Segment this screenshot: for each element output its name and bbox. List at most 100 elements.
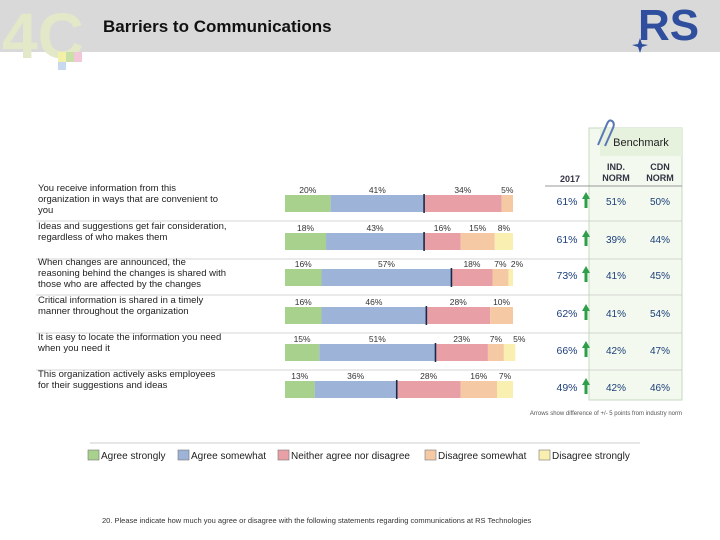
col-cdn-header-1: CDN <box>650 162 670 172</box>
cdn-norm-value: 44% <box>650 235 670 246</box>
bar-segment <box>319 344 436 361</box>
logo-4c: 4C <box>2 0 84 72</box>
data-label: 57% <box>378 259 395 269</box>
up-arrow-icon <box>582 304 590 320</box>
data-label: 20% <box>299 185 316 195</box>
bar-segment <box>396 381 461 398</box>
bar-segment <box>494 233 513 250</box>
data-label: 7% <box>490 334 503 344</box>
data-label: 16% <box>295 259 312 269</box>
bar-segment <box>326 233 425 250</box>
arrow-note: Arrows show difference of +/- 5 points f… <box>530 411 682 417</box>
legend: Agree strongly Agree somewhat Neither agre… <box>87 442 640 462</box>
row-label: It is easy to locate the information you… <box>38 332 221 343</box>
bar-segment <box>285 307 322 324</box>
data-label: 15% <box>469 223 486 233</box>
data-label: 15% <box>294 334 311 344</box>
row-label: manner throughout the organization <box>38 306 189 317</box>
legend-swatch <box>87 449 100 461</box>
bar-segment <box>490 307 513 324</box>
chart-row: Critical information is shared in a time… <box>36 295 682 334</box>
star-icon <box>632 38 648 53</box>
row-label: When changes are announced, the <box>38 257 186 268</box>
ind-norm-value: 51% <box>606 197 626 208</box>
score-2017: 66% <box>556 345 577 357</box>
benchmark-header <box>600 128 682 156</box>
legend-label: Agree strongly <box>101 451 165 462</box>
bar-segment <box>285 233 327 250</box>
legend-swatch <box>538 449 551 461</box>
bar-segment <box>285 269 322 286</box>
data-label: 10% <box>493 297 510 307</box>
chart-row: This organization actively asks employee… <box>38 369 670 399</box>
up-arrow-icon <box>582 341 590 357</box>
bar-segment <box>321 269 452 286</box>
data-label: 7% <box>494 259 507 269</box>
ind-norm-value: 42% <box>606 346 626 357</box>
benchmark-label: Benchmark <box>613 137 669 149</box>
bar-segment <box>424 233 461 250</box>
data-label: 46% <box>365 297 382 307</box>
row-label: This organization actively asks employee… <box>38 369 216 380</box>
legend-swatch <box>424 449 437 461</box>
row-label: for their suggestions and ideas <box>38 380 168 391</box>
col-ind-header-2: NORM <box>602 173 630 183</box>
bar-segment <box>460 381 498 398</box>
data-label: 8% <box>498 223 511 233</box>
chart-rows: You receive information from thisorganiz… <box>36 183 682 399</box>
bar-segment <box>435 344 488 361</box>
row-label: reasoning behind the changes is shared w… <box>38 268 226 279</box>
row-label: those who are affected by the changes <box>38 279 201 290</box>
data-label: 41% <box>369 185 386 195</box>
legend-label: Disagree somewhat <box>438 451 527 462</box>
up-arrow-icon <box>582 192 590 208</box>
score-2017: 73% <box>556 270 577 282</box>
row-label: Ideas and suggestions get fair considera… <box>38 221 227 232</box>
legend-swatch <box>277 449 290 461</box>
logo-rs: RS <box>632 1 699 53</box>
col-cdn-header-2: NORM <box>646 173 674 183</box>
data-label: 2% <box>511 259 524 269</box>
data-label: 36% <box>347 371 364 381</box>
chart-row: Ideas and suggestions get fair considera… <box>36 221 682 260</box>
col-ind-header-1: IND. <box>607 162 625 172</box>
bar-segment <box>285 195 331 212</box>
bar-segment <box>424 195 502 212</box>
up-arrow-icon <box>582 230 590 246</box>
bar-segment <box>492 269 509 286</box>
ind-norm-value: 42% <box>606 383 626 394</box>
footer-note: 20. Please indicate how much you agree o… <box>102 516 532 525</box>
legend-swatch <box>177 449 190 461</box>
row-label: You receive information from this <box>38 183 176 194</box>
row-label: Critical information is shared in a time… <box>38 295 204 306</box>
cdn-norm-value: 47% <box>650 346 670 357</box>
bar-segment <box>487 344 504 361</box>
bar-segment <box>285 381 315 398</box>
col-2017-header: 2017 <box>560 174 580 184</box>
data-label: 18% <box>463 259 480 269</box>
data-label: 7% <box>499 371 512 381</box>
ind-norm-value: 41% <box>606 271 626 282</box>
data-label: 18% <box>297 223 314 233</box>
cdn-norm-value: 54% <box>650 309 670 320</box>
bar-segment <box>426 307 491 324</box>
bar-segment <box>285 344 320 361</box>
data-label: 5% <box>501 185 514 195</box>
score-2017: 61% <box>556 234 577 246</box>
score-2017: 61% <box>556 196 577 208</box>
ind-norm-value: 39% <box>606 235 626 246</box>
bar-segment <box>314 381 397 398</box>
row-label: organization in ways that are convenient… <box>38 194 218 205</box>
cdn-norm-value: 46% <box>650 383 670 394</box>
data-label: 43% <box>367 223 384 233</box>
row-label: regardless of who makes them <box>38 232 167 243</box>
bar-segment <box>497 381 513 398</box>
data-label: 34% <box>454 185 471 195</box>
data-label: 28% <box>420 371 437 381</box>
data-label: 13% <box>291 371 308 381</box>
chart-row: It is easy to locate the information you… <box>36 332 682 371</box>
data-label: 16% <box>295 297 312 307</box>
chart-row: You receive information from thisorganiz… <box>36 183 682 222</box>
row-label: when you need it <box>37 343 110 354</box>
